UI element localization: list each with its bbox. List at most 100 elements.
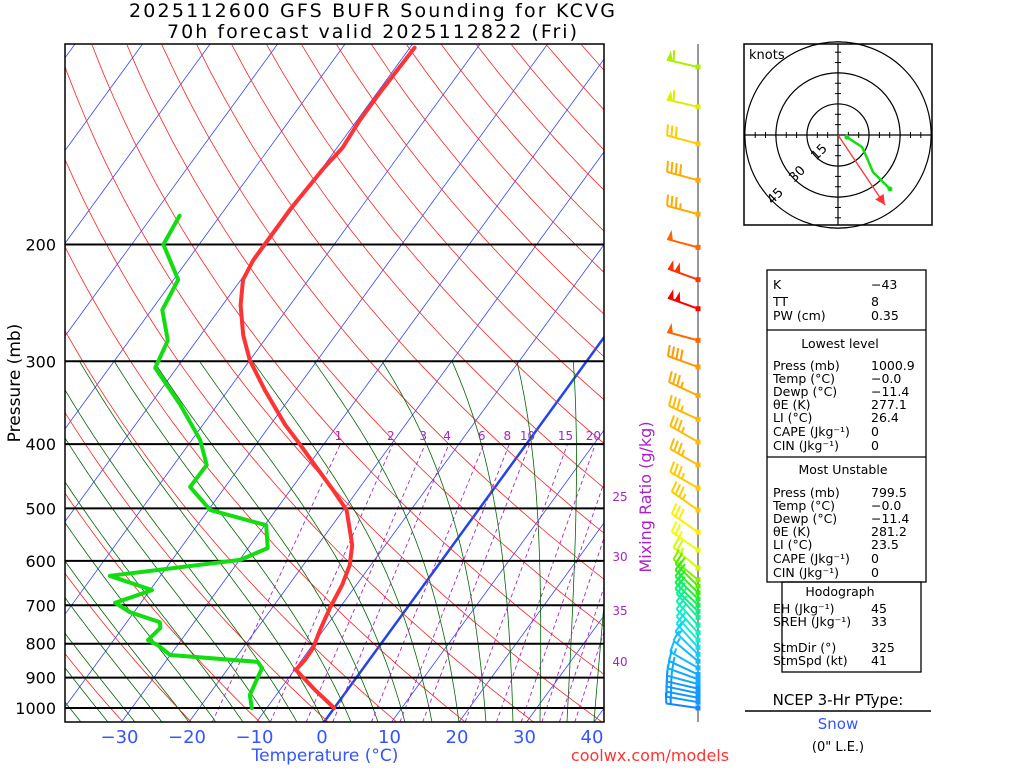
stat-value: 277.1 (871, 397, 907, 412)
ptype-panel: NCEP 3-Hr PType: Snow (0" L.E.) (745, 691, 931, 755)
wind-barb (670, 521, 701, 553)
moist-adiabat (65, 389, 298, 722)
moist-adiabat (516, 361, 542, 722)
most-unstable-title: Most Unstable (798, 462, 887, 477)
stat-value: 281.2 (871, 524, 907, 539)
wind-barb (668, 371, 701, 399)
hodograph-trace (846, 136, 891, 190)
stat-value: 26.4 (871, 410, 899, 425)
stat-value: 8 (871, 294, 879, 309)
dry-adiabat (161, 44, 604, 580)
storm-motion-vector (837, 134, 886, 206)
stat-label: TT (772, 294, 788, 309)
wind-barb (666, 160, 701, 183)
pressure-tick-label: 600 (25, 552, 56, 571)
storm-motion-arrowhead (875, 193, 885, 205)
isotherm (65, 44, 211, 244)
temperature-tick-label: 20 (446, 727, 469, 748)
pressure-tick-label: 400 (25, 435, 56, 454)
stat-label: θE (K) (773, 524, 810, 539)
stat-value: −0.0 (871, 371, 901, 386)
stat-label: StmDir (°) (773, 640, 836, 655)
wind-barb (666, 194, 701, 217)
dry-adiabat (441, 44, 604, 232)
mixing-ratio-label: 15 (558, 429, 573, 443)
wind-barb (666, 344, 701, 370)
mixing-ratio-label: 10 (520, 429, 535, 443)
isotherm (458, 522, 604, 722)
dry-adiabat (91, 44, 604, 675)
stat-value: 799.5 (871, 485, 907, 500)
moist-adiabat (65, 521, 217, 722)
wind-barb (667, 260, 701, 283)
mixing-ratio-line (422, 443, 531, 722)
stat-label: Temp (°C) (772, 371, 835, 386)
credit-link[interactable]: coolwx.com/models (571, 746, 729, 765)
mixing-ratio-labels: 1 2 3 4 6 8 10 15 20 25 30 35 40 (335, 429, 628, 669)
wind-barb (664, 692, 701, 711)
moist-adiabat (252, 361, 433, 722)
mixing-ratio-line (464, 443, 568, 722)
wind-barb (670, 481, 701, 513)
stats-panel: K −43 TT 8 PW (cm) 0.35 Lowest level Press (mb)… (766, 269, 927, 673)
ptype-value: Snow (818, 715, 858, 733)
lowest-level-title: Lowest level (801, 336, 878, 351)
stat-value: −11.4 (871, 511, 909, 526)
dry-adiabat (301, 44, 604, 401)
moist-adiabat (65, 597, 163, 722)
temperature-tick-label: −10 (236, 727, 274, 748)
temperature-tick-label: 30 (513, 727, 536, 748)
mixing-ratio-line (399, 443, 510, 722)
dry-adiabat (65, 492, 261, 722)
isotherm (65, 44, 414, 523)
wind-barb (666, 229, 701, 250)
wind-barbs (664, 50, 701, 711)
temperature-tick-label: −20 (168, 727, 206, 748)
stat-value: 0.35 (871, 308, 899, 323)
pressure-tick-labels: 200 300 400 500 600 700 800 900 1000 (15, 235, 56, 718)
pressure-tick-label: 200 (25, 235, 56, 254)
mixing-ratio-label: 2 (387, 429, 395, 443)
stat-label: Dewp (°C) (773, 384, 837, 399)
mixing-ratio-label: 3 (419, 429, 427, 443)
pressure-lines (65, 243, 604, 709)
stat-label: LI (°C) (773, 537, 812, 552)
moist-adiabat (65, 481, 244, 722)
stat-label: Press (mb) (773, 358, 840, 373)
wind-barb (670, 503, 701, 535)
mixing-ratio-label: 40 (612, 655, 627, 669)
stat-label: Dewp (°C) (773, 511, 837, 526)
stat-label: SREH (Jkg⁻¹) (773, 614, 851, 629)
mixing-ratio-line (370, 443, 485, 722)
isotherm (65, 44, 279, 337)
dry-adiabat (65, 653, 124, 722)
dry-adiabat (336, 44, 604, 358)
mixing-ratio-line (211, 443, 341, 722)
temperature-tick-label: 10 (378, 727, 401, 748)
mixing-ratio-label: 8 (503, 429, 511, 443)
stat-label: K (773, 277, 782, 292)
dry-adiabat (65, 329, 397, 722)
moist-adiabat (113, 361, 352, 722)
mixing-ratio-line (332, 443, 450, 722)
mixing-ratio-line (305, 443, 426, 722)
pressure-tick-label: 900 (25, 669, 56, 688)
wind-barb (667, 289, 701, 312)
dry-adiabat (126, 44, 604, 627)
pressure-tick-label: 500 (25, 499, 56, 518)
mixing-ratio-label: 30 (612, 550, 627, 564)
moist-adiabat (451, 361, 514, 722)
skewt-plot-area (65, 44, 604, 722)
plot-frame (64, 43, 605, 723)
isotherm (256, 244, 604, 722)
stat-label: StmSpd (kt) (773, 653, 848, 668)
dry-adiabat (65, 158, 534, 722)
isotherm (65, 44, 549, 708)
zero-isotherm (322, 335, 604, 722)
temperature-profile (238, 45, 417, 710)
moist-adiabat (65, 632, 136, 722)
dry-adiabat (266, 44, 604, 444)
mixing-ratio-label: 4 (443, 429, 451, 443)
